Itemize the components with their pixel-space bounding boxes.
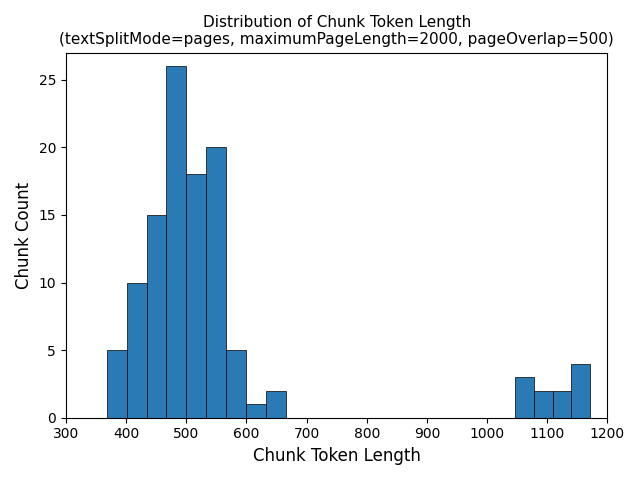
- Bar: [107, 350, 127, 418]
- Bar: [206, 147, 226, 418]
- Bar: [147, 215, 166, 418]
- Bar: [553, 391, 572, 418]
- Bar: [534, 391, 553, 418]
- Bar: [226, 350, 246, 418]
- X-axis label: Chunk Token Length: Chunk Token Length: [253, 447, 420, 465]
- Bar: [515, 377, 534, 418]
- Title: Distribution of Chunk Token Length
(textSplitMode=pages, maximumPageLength=2000,: Distribution of Chunk Token Length (text…: [60, 15, 614, 48]
- Bar: [266, 391, 285, 418]
- Bar: [186, 174, 206, 418]
- Bar: [127, 283, 147, 418]
- Bar: [166, 66, 186, 418]
- Y-axis label: Chunk Count: Chunk Count: [15, 181, 33, 289]
- Bar: [572, 364, 590, 418]
- Bar: [246, 404, 266, 418]
